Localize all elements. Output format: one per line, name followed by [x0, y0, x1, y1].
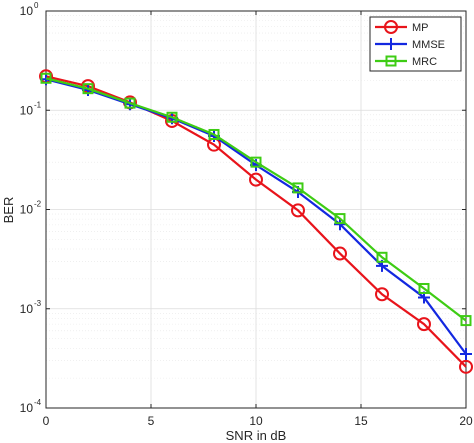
data-point — [460, 348, 472, 361]
data-point — [375, 287, 389, 302]
y-tick-base: 10 — [20, 4, 34, 18]
x-tick-label: 5 — [148, 414, 155, 428]
data-point — [40, 72, 52, 84]
data-point — [376, 251, 388, 263]
y-tick-base: 10 — [20, 203, 34, 217]
data-point — [249, 172, 263, 187]
legend-label: MRC — [412, 56, 437, 68]
series-line — [45, 75, 467, 368]
data-point — [417, 317, 431, 332]
legend-label: MMSE — [412, 39, 445, 51]
x-axis-label: SNR in dB — [226, 428, 287, 443]
x-tick-label: 10 — [249, 414, 263, 428]
legend-item: MRC — [375, 55, 437, 68]
data-point — [291, 203, 305, 218]
data-point — [124, 97, 136, 109]
legend-swatch-marker — [385, 55, 397, 67]
data-point — [333, 246, 347, 261]
legend-swatch-marker — [384, 20, 398, 34]
y-tick-base: 10 — [20, 401, 34, 415]
legend-item: MMSE — [375, 38, 445, 51]
y-tick-label: 10 -3 — [20, 299, 42, 316]
data-point — [292, 182, 304, 194]
data-point — [82, 83, 94, 95]
data-point — [418, 282, 430, 294]
legend-swatch-marker — [385, 38, 397, 50]
data-point — [460, 315, 472, 327]
y-tick-exponent: -2 — [34, 200, 42, 209]
y-axis-label: BER — [1, 197, 16, 224]
legend: MP MMSE MRC — [369, 16, 462, 72]
series-group — [39, 69, 473, 374]
y-tick-exponent: 0 — [34, 1, 39, 10]
series-line — [45, 77, 467, 322]
legend-label: MP — [412, 22, 429, 34]
data-point — [250, 156, 262, 168]
y-tick-label: 10 0 — [20, 1, 39, 18]
data-point — [334, 218, 346, 231]
x-tick-label: 15 — [354, 414, 368, 428]
y-tick-exponent: -1 — [34, 100, 42, 109]
data-point — [459, 359, 473, 374]
x-tick-label: 0 — [43, 414, 50, 428]
y-tick-label: 10 -4 — [20, 398, 42, 415]
series-mrc — [40, 72, 472, 327]
data-point — [334, 213, 346, 225]
data-point — [208, 128, 220, 140]
legend-item: MP — [375, 20, 429, 34]
y-tick-label: 10 -1 — [20, 100, 42, 117]
y-tick-base: 10 — [20, 103, 34, 117]
y-tick-base: 10 — [20, 302, 34, 316]
y-tick-exponent: -4 — [34, 398, 42, 407]
x-tick-label: 20 — [459, 414, 473, 428]
y-tick-label: 10 -2 — [20, 200, 42, 217]
data-point — [166, 111, 178, 123]
y-tick-exponent: -3 — [34, 299, 42, 308]
